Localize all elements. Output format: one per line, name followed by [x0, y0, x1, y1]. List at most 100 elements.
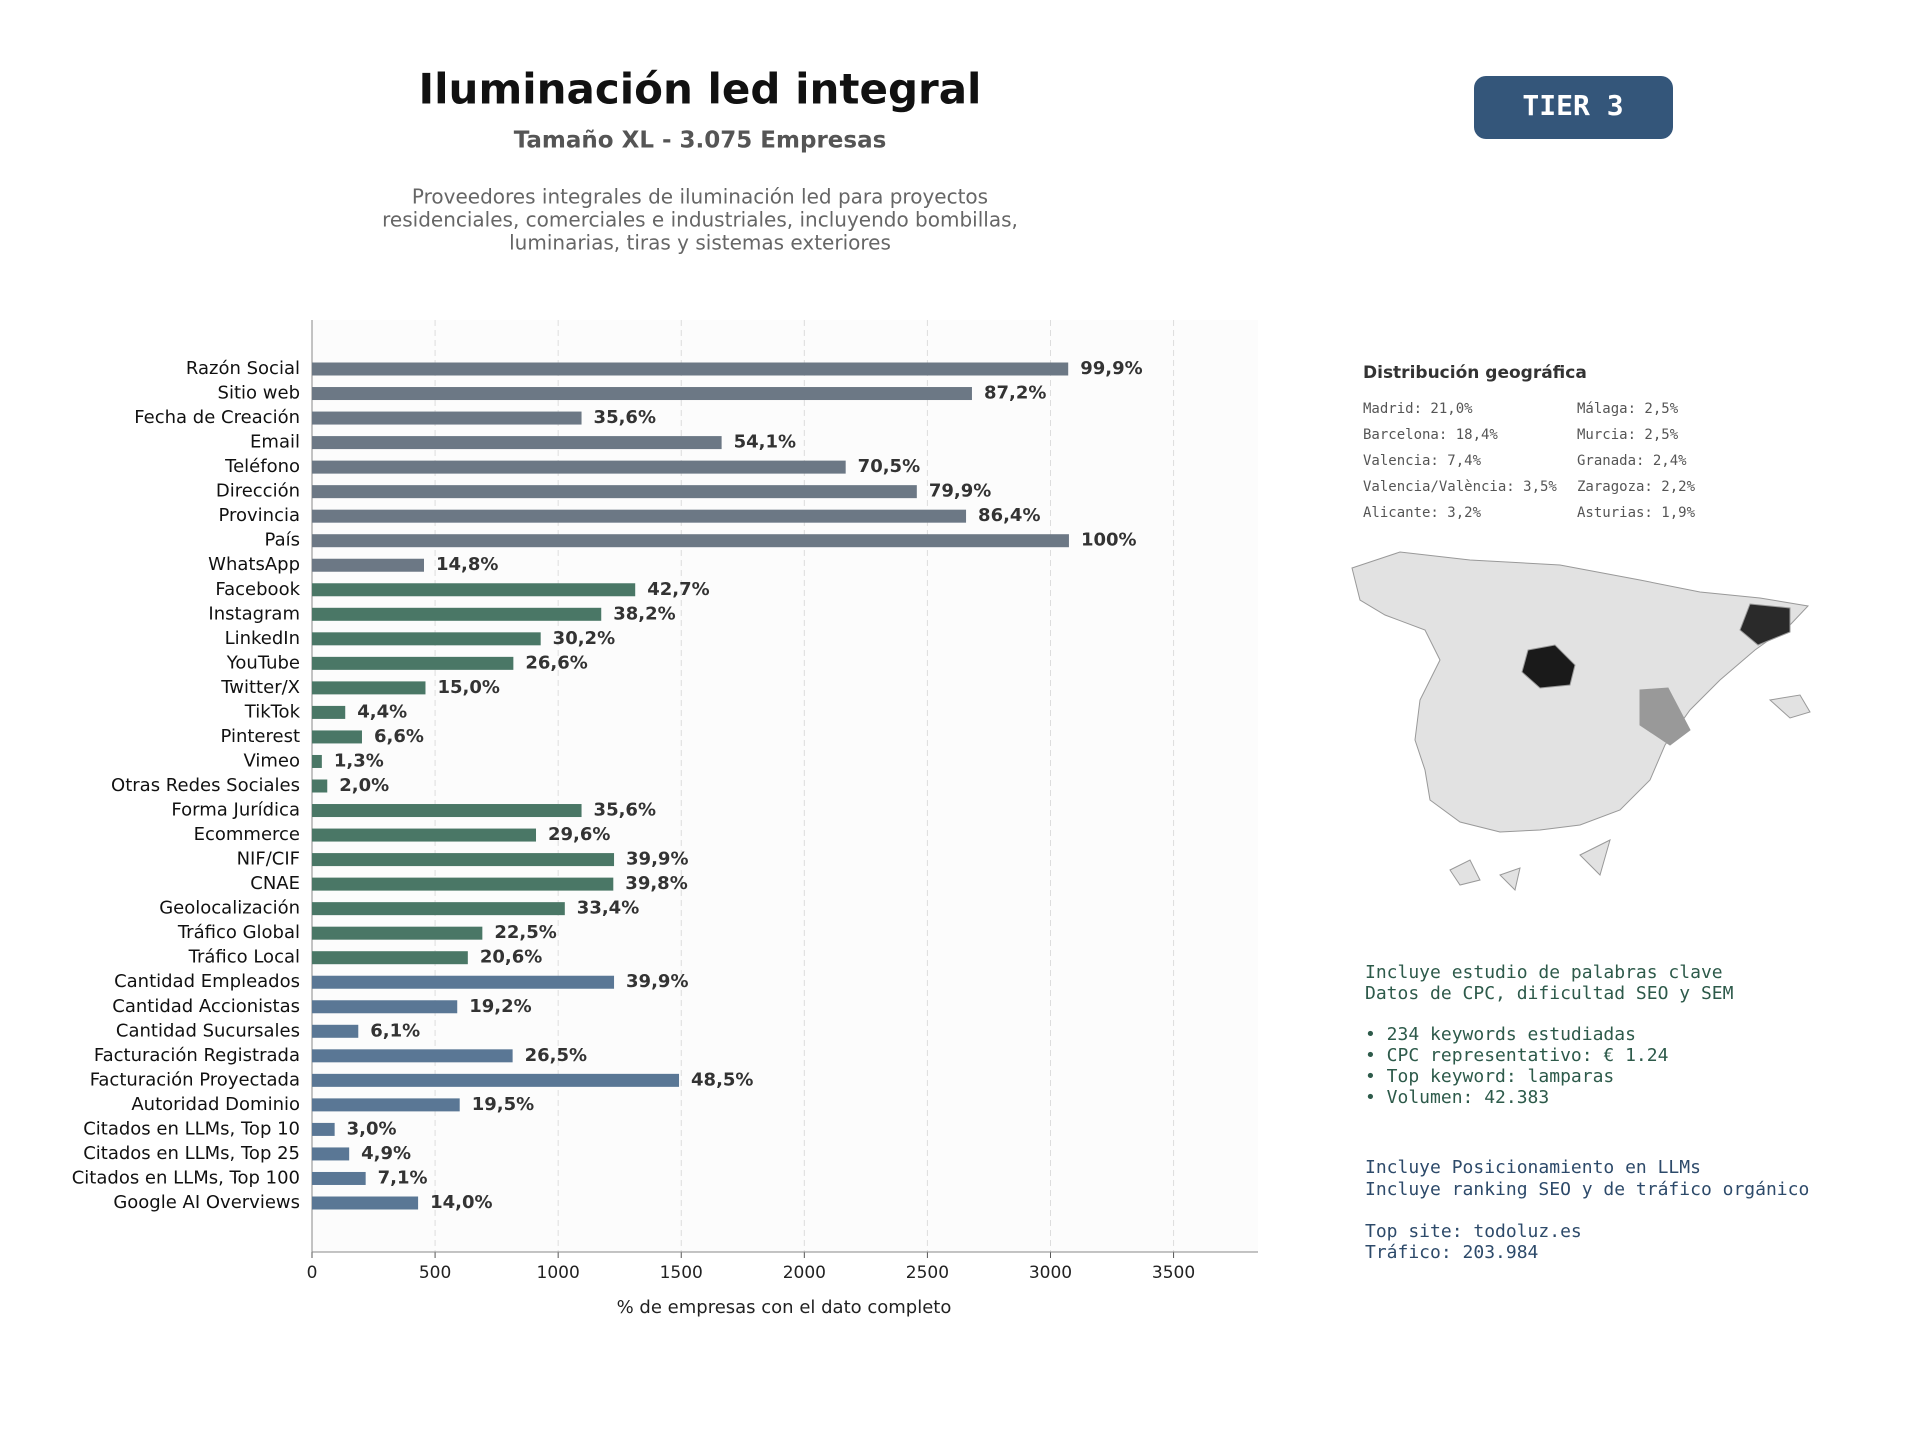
- y-tick-label: Cantidad Empleados: [114, 971, 300, 992]
- x-tick-label: 2000: [783, 1263, 826, 1283]
- value-label: 6,1%: [370, 1020, 420, 1041]
- x-tick-label: 3000: [1029, 1263, 1072, 1283]
- geo-item: Murcia: 2,5%: [1577, 427, 1679, 443]
- seo-note: • Top keyword: lamparas: [1365, 1066, 1614, 1087]
- y-tick-label: Tráfico Global: [177, 922, 300, 943]
- bar: [312, 656, 514, 670]
- value-label: 2,0%: [339, 775, 389, 796]
- bar: [312, 387, 972, 401]
- bar: [312, 926, 483, 940]
- value-label: 1,3%: [334, 750, 384, 771]
- bar: [312, 877, 614, 891]
- bar: [312, 705, 346, 719]
- chart-title: Iluminación led integral: [419, 65, 982, 114]
- y-tick-label: Cantidad Accionistas: [112, 996, 300, 1017]
- value-label: 14,0%: [430, 1192, 492, 1213]
- value-label: 4,4%: [357, 701, 407, 722]
- bar: [312, 853, 615, 867]
- x-tick-label: 2500: [906, 1263, 949, 1283]
- value-label: 3,0%: [347, 1118, 397, 1139]
- x-tick-label: 500: [419, 1263, 451, 1283]
- bar: [312, 902, 565, 916]
- y-tick-label: Autoridad Dominio: [131, 1094, 300, 1115]
- x-axis-label: % de empresas con el dato completo: [617, 1297, 952, 1318]
- llm-note: Incluye ranking SEO y de tráfico orgánic…: [1365, 1179, 1809, 1200]
- x-tick-label: 1500: [660, 1263, 703, 1283]
- y-tick-label: TikTok: [244, 701, 301, 722]
- tier-label: TIER 3: [1522, 89, 1623, 122]
- y-tick-label: Vimeo: [243, 750, 300, 771]
- y-tick-label: Teléfono: [224, 456, 300, 477]
- bar: [312, 951, 468, 965]
- bar: [312, 779, 328, 793]
- y-tick-label: Google AI Overviews: [113, 1192, 300, 1213]
- x-tick-label: 1000: [537, 1263, 580, 1283]
- x-tick-label: 3500: [1152, 1263, 1195, 1283]
- tier-badge: [1474, 76, 1673, 139]
- value-label: 79,9%: [929, 481, 991, 502]
- bar: [312, 583, 636, 597]
- geo-item: Barcelona: 18,4%: [1363, 427, 1498, 443]
- bar: [312, 607, 602, 621]
- value-label: 15,0%: [437, 677, 499, 698]
- plot-background: [312, 320, 1258, 1252]
- y-tick-label: Instagram: [208, 603, 300, 624]
- geo-item: Alicante: 3,2%: [1363, 505, 1482, 521]
- value-label: 26,5%: [525, 1045, 587, 1066]
- y-tick-label: Citados en LLMs, Top 25: [83, 1143, 300, 1164]
- llm-note: Tráfico: 203.984: [1365, 1242, 1538, 1263]
- y-tick-label: YouTube: [226, 652, 300, 673]
- value-label: 7,1%: [378, 1167, 428, 1188]
- geo-item: Asturias: 1,9%: [1577, 505, 1696, 521]
- description: residenciales, comerciales e industriale…: [382, 208, 1018, 232]
- chart-subtitle: Tamaño XL - 3.075 Empresas: [514, 128, 887, 154]
- y-tick-label: Dirección: [216, 481, 300, 502]
- geo-item: Valencia/València: 3,5%: [1363, 479, 1557, 495]
- geo-item: Granada: 2,4%: [1577, 453, 1687, 469]
- y-tick-label: Razón Social: [186, 358, 300, 379]
- bar: [312, 828, 537, 842]
- bar: [312, 1024, 359, 1038]
- y-tick-label: Email: [250, 432, 300, 453]
- value-label: 6,6%: [374, 726, 424, 747]
- value-label: 70,5%: [858, 456, 920, 477]
- y-tick-label: CNAE: [250, 873, 300, 894]
- bar: [312, 1196, 419, 1210]
- y-tick-label: País: [265, 530, 300, 551]
- bar: [312, 804, 582, 818]
- bar: [312, 1049, 513, 1063]
- map-barcelona: [1739, 603, 1791, 646]
- y-tick-label: Facturación Proyectada: [90, 1069, 300, 1090]
- bar: [312, 411, 582, 425]
- bar: [312, 436, 722, 450]
- y-tick-label: Tráfico Local: [188, 947, 300, 968]
- seo-note: Incluye estudio de palabras clave: [1365, 962, 1723, 983]
- map-balearics: [1768, 694, 1811, 719]
- y-tick-label: Sitio web: [218, 383, 300, 404]
- seo-note: • CPC representativo: € 1.24: [1365, 1045, 1668, 1066]
- map-madrid: [1521, 644, 1576, 689]
- y-tick-label: Provincia: [218, 505, 300, 526]
- y-tick-label: Otras Redes Sociales: [111, 775, 300, 796]
- value-label: 86,4%: [978, 505, 1040, 526]
- y-tick-label: LinkedIn: [225, 628, 300, 649]
- value-label: 22,5%: [494, 922, 556, 943]
- value-label: 29,6%: [548, 824, 610, 845]
- bar: [312, 558, 425, 572]
- value-label: 42,7%: [647, 579, 709, 600]
- y-tick-label: WhatsApp: [208, 554, 300, 575]
- value-label: 39,8%: [625, 873, 687, 894]
- value-label: 35,6%: [594, 800, 656, 821]
- y-tick-label: Facebook: [215, 579, 300, 600]
- value-label: 87,2%: [984, 383, 1046, 404]
- bar: [312, 485, 917, 499]
- y-tick-label: Citados en LLMs, Top 100: [72, 1167, 300, 1188]
- description: luminarias, tiras y sistemas exteriores: [509, 231, 891, 255]
- y-tick-label: Facturación Registrada: [94, 1045, 300, 1066]
- map-mainland: [1351, 551, 1810, 833]
- value-label: 48,5%: [691, 1069, 753, 1090]
- geo-title: Distribución geográfica: [1363, 363, 1587, 383]
- value-label: 30,2%: [553, 628, 615, 649]
- value-label: 33,4%: [577, 898, 639, 919]
